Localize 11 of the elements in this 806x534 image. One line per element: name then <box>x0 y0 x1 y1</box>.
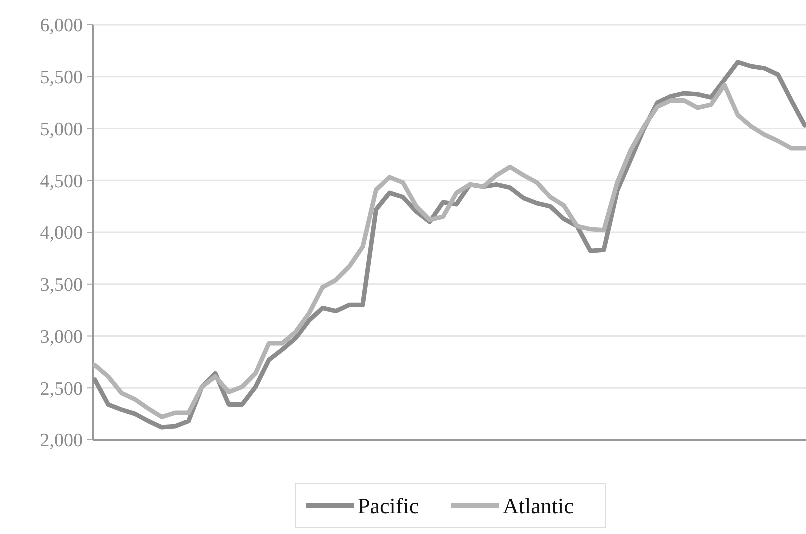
y-tick-label: 3,500 <box>40 275 83 296</box>
y-tick-label: 5,500 <box>40 68 83 89</box>
y-tick-label: 2,000 <box>40 430 83 452</box>
y-tick-label: 4,000 <box>40 223 83 244</box>
legend-label: Atlantic <box>503 494 574 519</box>
y-tick-label: 2,500 <box>40 378 83 400</box>
y-tick-label: 4,500 <box>40 171 83 192</box>
y-tick-label: 5,000 <box>40 119 83 140</box>
legend-label: Pacific <box>358 494 420 519</box>
y-tick-label: 6,000 <box>40 16 83 37</box>
y-tick-label: 3,000 <box>40 326 83 348</box>
